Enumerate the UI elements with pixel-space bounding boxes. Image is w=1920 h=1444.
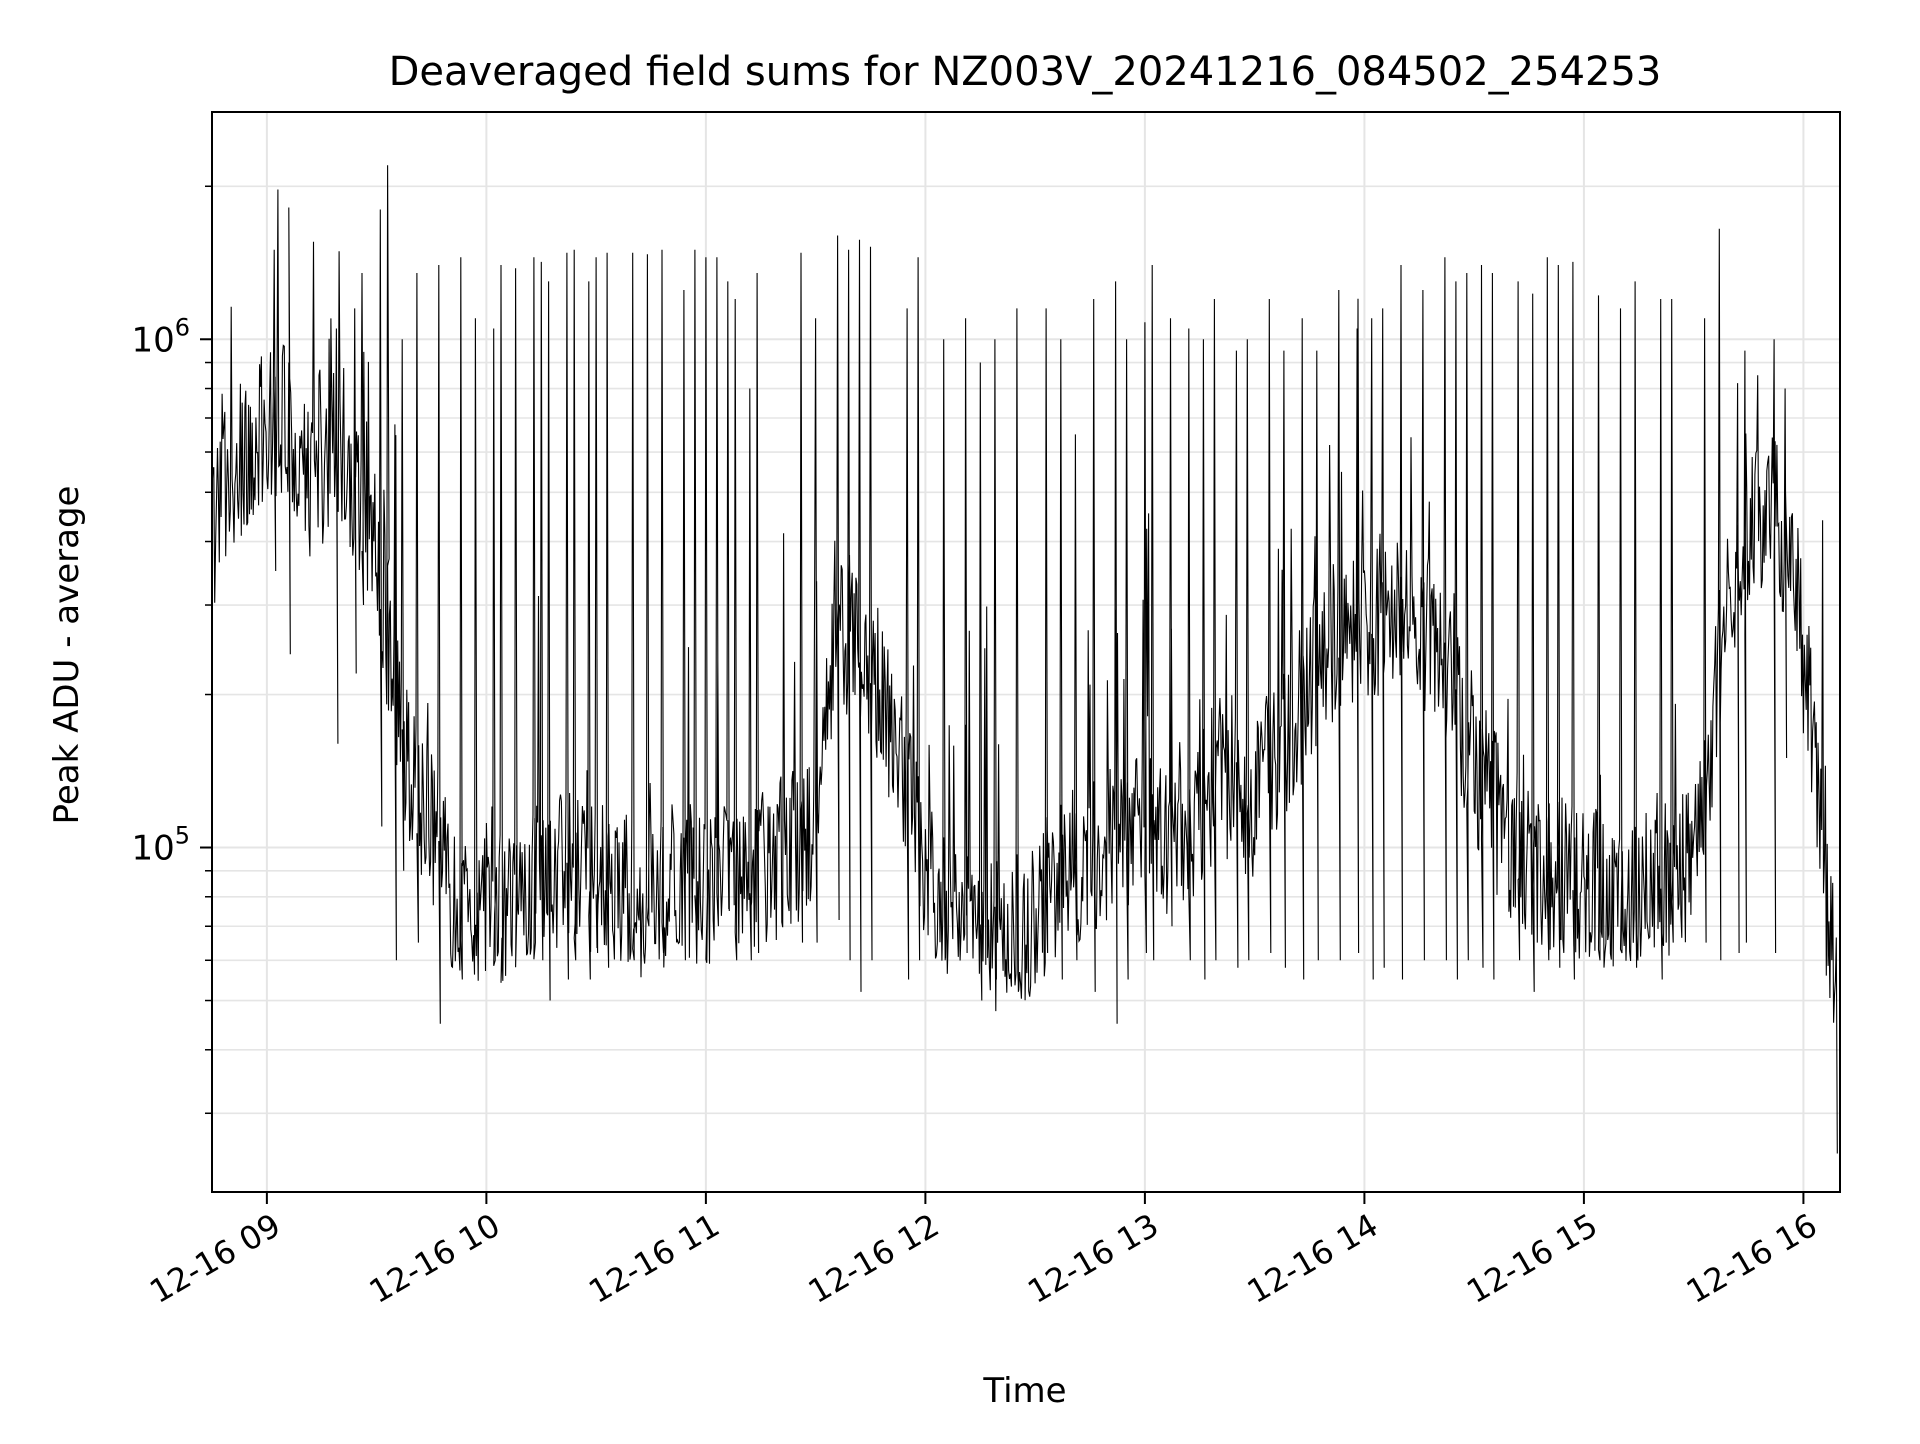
x-axis-label: Time bbox=[982, 1371, 1066, 1411]
y-tick-label: 105 bbox=[131, 822, 190, 869]
series-line bbox=[211, 165, 1838, 1154]
grid bbox=[212, 112, 1840, 1192]
y-axis-label: Peak ADU - average bbox=[47, 486, 87, 825]
plot-frame bbox=[211, 111, 1841, 1193]
series-layer bbox=[211, 165, 1838, 1154]
chart-title: Deaveraged field sums for NZ003V_2024121… bbox=[389, 49, 1662, 95]
y-tick-label: 106 bbox=[131, 313, 190, 360]
